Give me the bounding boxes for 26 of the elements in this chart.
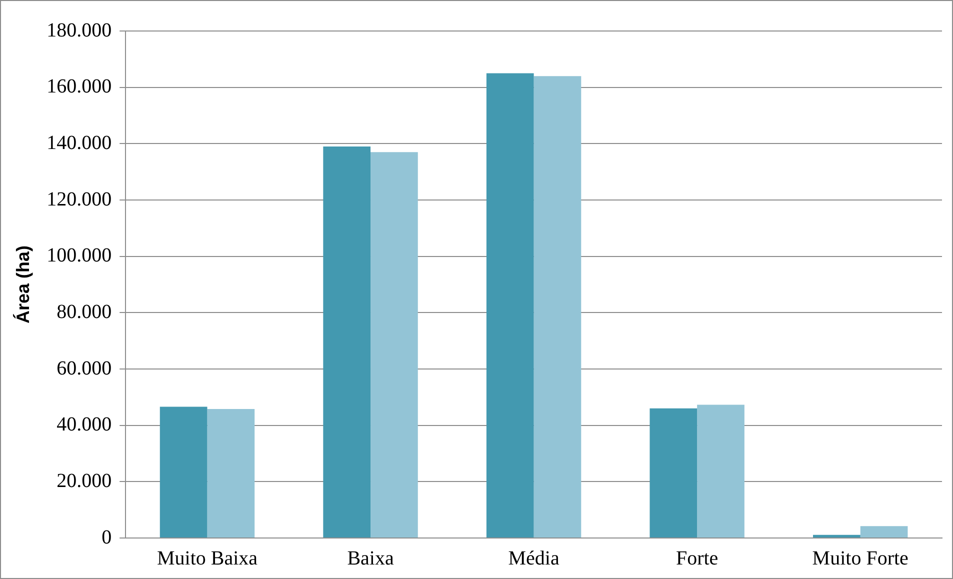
bar <box>160 406 208 538</box>
x-tick-label: Muito Baixa <box>156 547 258 570</box>
y-tick-label: 60.000 <box>56 357 112 380</box>
bar <box>534 76 582 538</box>
x-tick-label: Forte <box>676 547 718 570</box>
bar <box>370 152 418 538</box>
bar <box>323 146 371 538</box>
x-tick-label: Muito Forte <box>812 547 909 570</box>
y-tick-label: 160.000 <box>46 76 112 98</box>
y-tick-label: 140.000 <box>46 132 112 154</box>
bar <box>860 526 908 538</box>
x-tick-label: Média <box>508 547 560 570</box>
y-tick-label: 80.000 <box>56 300 112 323</box>
y-tick-label: 20.000 <box>56 470 112 492</box>
bar <box>813 534 860 538</box>
x-tick-label: Baixa <box>347 547 394 570</box>
y-tick-label: 0 <box>102 526 112 548</box>
y-tick-label: 100.000 <box>46 244 112 267</box>
y-tick-label: 180.000 <box>46 19 112 42</box>
y-axis-title: Área (ha) <box>12 245 33 324</box>
bar <box>697 404 744 538</box>
y-tick-label: 40.000 <box>56 414 112 436</box>
bar <box>486 73 534 538</box>
bar <box>650 408 698 538</box>
bar <box>207 408 255 538</box>
y-tick-label: 120.000 <box>46 188 112 210</box>
